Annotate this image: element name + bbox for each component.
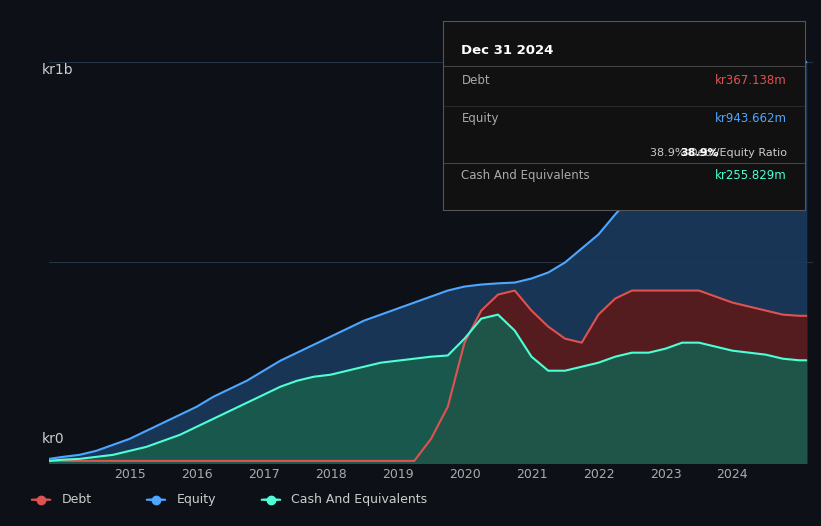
Circle shape (146, 499, 166, 500)
Text: Equity: Equity (177, 493, 216, 506)
Text: Debt: Debt (62, 493, 92, 506)
Text: Debt: Debt (461, 74, 490, 87)
Text: Cash And Equivalents: Cash And Equivalents (461, 169, 590, 182)
Circle shape (31, 499, 51, 500)
Text: 38.9%: 38.9% (681, 148, 719, 158)
Text: Dec 31 2024: Dec 31 2024 (461, 44, 554, 57)
Text: Cash And Equivalents: Cash And Equivalents (291, 493, 428, 506)
Text: kr1b: kr1b (42, 63, 73, 77)
Text: kr0: kr0 (42, 432, 64, 446)
Text: kr367.138m: kr367.138m (715, 74, 787, 87)
Text: 38.9% Debt/Equity Ratio: 38.9% Debt/Equity Ratio (649, 148, 787, 158)
Circle shape (261, 499, 281, 500)
Text: Equity: Equity (461, 112, 499, 125)
Text: kr255.829m: kr255.829m (715, 169, 787, 182)
Text: kr943.662m: kr943.662m (714, 112, 787, 125)
